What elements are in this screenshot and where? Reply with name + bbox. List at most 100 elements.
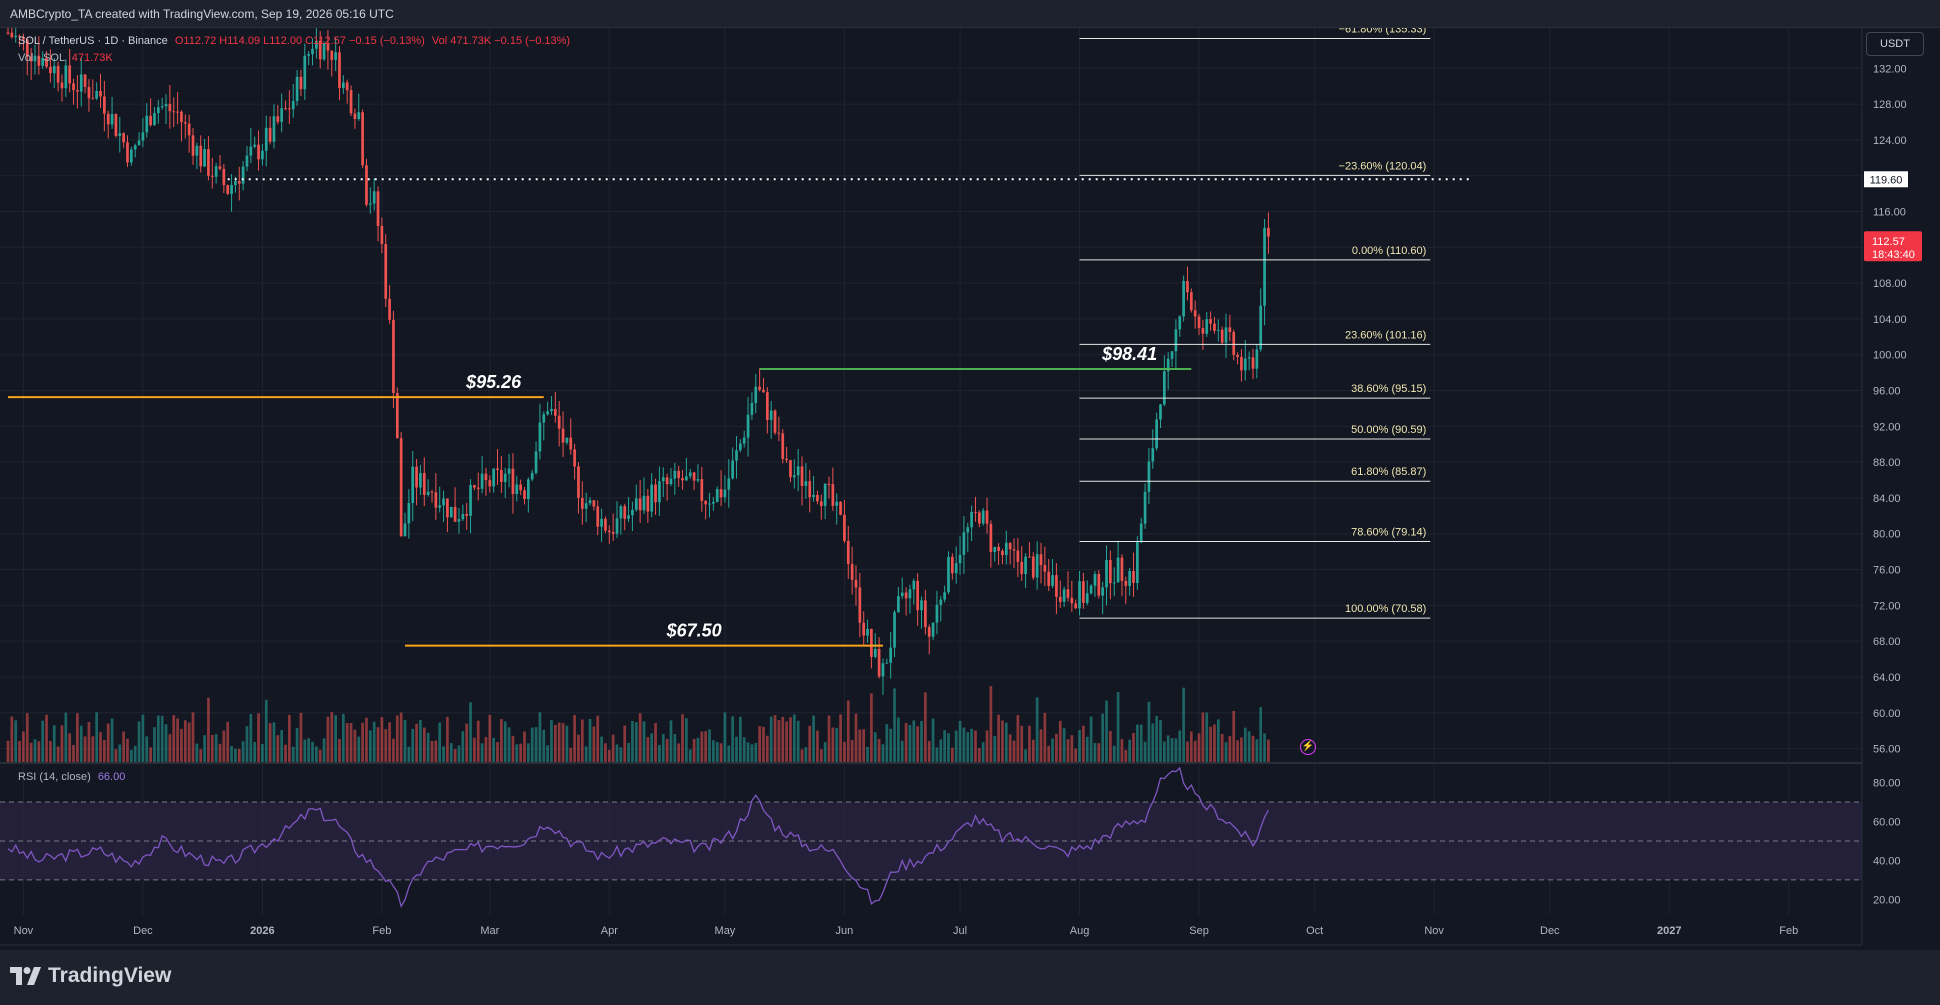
volume-bar xyxy=(561,723,565,762)
time-tick-label: Nov xyxy=(14,925,34,937)
volume-label[interactable]: Vol · SOL xyxy=(18,52,65,64)
volume-bar xyxy=(658,744,661,762)
price-axis[interactable]: 56.00 60.00 64.00 68.00 72.00 76.00 80.00 84.00… xyxy=(1861,28,1940,950)
candle-body xyxy=(712,501,715,504)
candle-body xyxy=(762,389,765,393)
volume-bar xyxy=(234,748,237,762)
volume-bar xyxy=(846,700,850,762)
candle-body xyxy=(110,114,114,125)
candle-body xyxy=(1159,404,1162,420)
candle-body xyxy=(307,54,310,56)
price-tick-label: 128.00 xyxy=(1873,99,1907,111)
candle-body xyxy=(334,52,337,60)
lightning-icon[interactable]: ⚡ xyxy=(1300,739,1316,755)
candle-body xyxy=(1112,582,1116,584)
volume-bar xyxy=(1174,738,1178,762)
volume-bar xyxy=(785,721,788,762)
volume-bar xyxy=(25,713,29,762)
volume-bar xyxy=(484,737,488,762)
volume-bar xyxy=(237,748,241,762)
volume-bar xyxy=(469,702,472,762)
candle-body xyxy=(45,57,48,67)
volume-bar xyxy=(434,740,438,762)
candle-body xyxy=(1155,419,1158,449)
volume-bar xyxy=(83,736,87,762)
volume-bar xyxy=(580,719,584,762)
volume-bar xyxy=(511,735,515,762)
candle-body xyxy=(438,505,442,508)
currency-button[interactable]: USDT xyxy=(1866,32,1924,56)
candle-body xyxy=(419,473,422,488)
price-tick-label: 132.00 xyxy=(1873,63,1907,75)
volume-bar xyxy=(241,741,245,762)
symbol-legend: SOL / TetherUS · 1D · Binance O112.72 H1… xyxy=(18,35,570,47)
volume-bar xyxy=(72,744,75,762)
volume-bar xyxy=(912,720,916,762)
rsi-tick-label: 40.00 xyxy=(1873,855,1901,867)
candle-body xyxy=(962,532,966,555)
volume-bar xyxy=(715,741,719,762)
volume-bar xyxy=(924,692,927,762)
candle-body xyxy=(1070,597,1074,604)
candle-body xyxy=(900,592,904,597)
volume-bar xyxy=(341,713,345,762)
volume-bar xyxy=(1232,711,1236,762)
volume-bar xyxy=(719,743,723,762)
volume-bar xyxy=(176,718,179,762)
volume-bar xyxy=(796,720,800,762)
candle-body xyxy=(1186,280,1189,293)
candle-body xyxy=(688,472,692,477)
candle-body xyxy=(912,580,916,590)
rsi-label[interactable]: RSI (14, close) xyxy=(18,771,91,783)
volume-bar xyxy=(1209,726,1212,762)
volume-bar xyxy=(650,733,654,762)
volume-bar xyxy=(103,739,106,762)
candle-body xyxy=(156,107,160,114)
volume-bar xyxy=(1224,742,1228,762)
candle-body xyxy=(257,144,260,160)
volume-bar xyxy=(129,749,133,762)
volume-bar xyxy=(180,728,183,762)
candle-body xyxy=(160,106,164,108)
candle-body xyxy=(858,587,862,623)
candle-body xyxy=(897,596,900,613)
volume-bar xyxy=(800,749,804,762)
candle-body xyxy=(1085,593,1089,603)
volume-bar xyxy=(823,742,827,762)
volume-bar xyxy=(862,729,866,762)
candle-body xyxy=(299,76,303,90)
rsi-tick-label: 20.00 xyxy=(1873,894,1901,906)
volume-bar xyxy=(99,732,102,762)
volume-bar xyxy=(970,728,973,762)
candle-body xyxy=(172,111,176,113)
candle-body xyxy=(1236,354,1239,357)
candle-body xyxy=(345,82,349,91)
time-axis[interactable]: Nov Dec 2026 Feb Mar Apr May Jun Jul Aug Sep Oct Nov… xyxy=(14,925,1799,937)
volume-bar xyxy=(993,735,997,762)
symbol-name[interactable]: SOL / TetherUS · 1D · Binance xyxy=(18,35,168,47)
volume-bar xyxy=(1213,724,1216,762)
candle-body xyxy=(920,600,923,611)
volume-bar xyxy=(700,731,704,762)
candle-body xyxy=(496,468,499,470)
fib-label: −61.80% (135.33) xyxy=(1339,28,1427,35)
candle-body xyxy=(1151,448,1155,462)
dotted-level-tag xyxy=(1864,171,1908,188)
volume-bar xyxy=(631,720,634,762)
time-tick-label: Aug xyxy=(1070,925,1090,937)
candle-body xyxy=(924,600,927,628)
candle-body xyxy=(1209,319,1212,324)
candle-body xyxy=(245,155,249,167)
candle-body xyxy=(769,410,773,420)
candle-body xyxy=(843,514,846,541)
chart-canvas[interactable]: −61.80% (135.33) −23.60% (120.04) 0.00% (1… xyxy=(0,28,1940,950)
volume-values: Vol 471.73K −0.15 (−0.13%) xyxy=(431,35,571,47)
volume-bar xyxy=(827,715,831,762)
volume-bar xyxy=(45,714,48,762)
candle-body xyxy=(141,132,145,141)
tradingview-logo[interactable]: TradingView xyxy=(10,963,171,989)
volume-bar xyxy=(1220,734,1224,762)
candle-body xyxy=(735,450,738,461)
ohlc-values: O112.72 H114.09 L112.00 C112.57 −0.15 (−… xyxy=(174,35,425,47)
volume-bar xyxy=(688,749,692,762)
